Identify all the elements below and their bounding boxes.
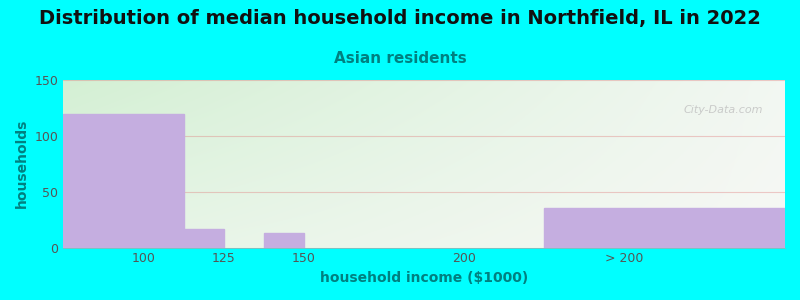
Text: Asian residents: Asian residents [334,51,466,66]
X-axis label: household income ($1000): household income ($1000) [320,271,528,285]
Text: Distribution of median household income in Northfield, IL in 2022: Distribution of median household income … [39,9,761,28]
Bar [264,233,304,247]
Bar [545,208,785,247]
Text: City-Data.com: City-Data.com [684,105,763,115]
Bar [63,113,183,248]
Bar [183,229,224,247]
Y-axis label: households: households [15,119,29,208]
